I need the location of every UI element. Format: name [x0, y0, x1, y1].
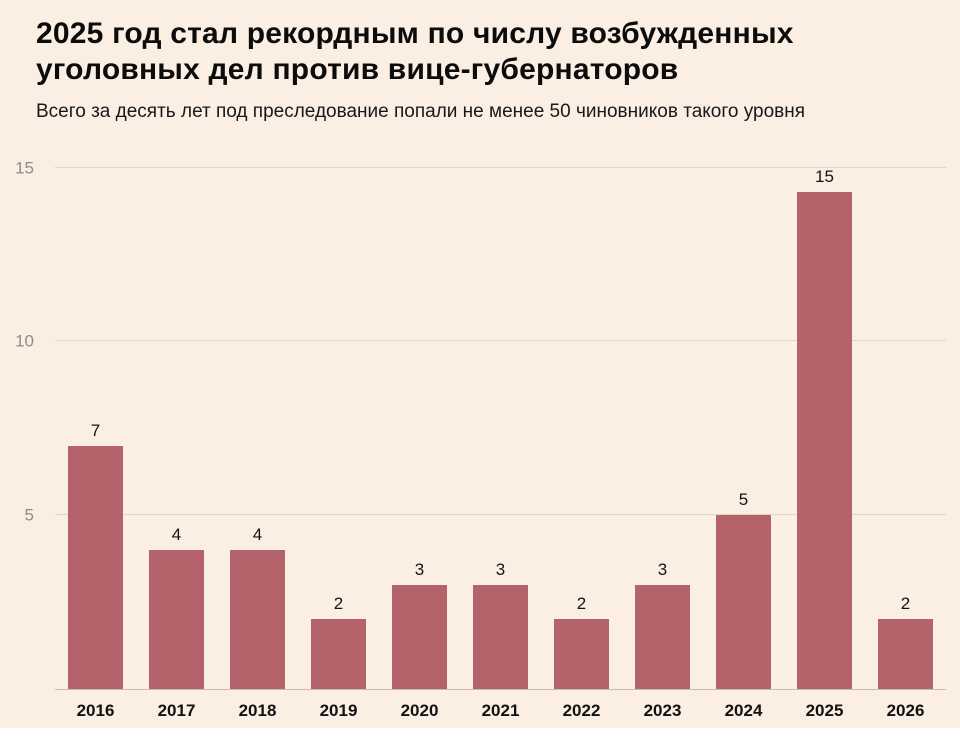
x-axis-tick-label: 2024 [724, 700, 763, 720]
bar-group: 4 [136, 168, 217, 689]
plot-area: 7 4 4 2 3 3 2 3 5 15 2 [55, 166, 946, 690]
x-axis-tick-label: 2017 [157, 700, 196, 720]
x-axis-tick-label: 2025 [805, 700, 844, 720]
bar-value-label: 3 [495, 559, 506, 579]
bar-group: 3 [622, 168, 703, 689]
x-axis-tick-label: 2023 [643, 700, 682, 720]
bar [554, 619, 609, 689]
bar [473, 584, 528, 689]
chart-subtitle: Всего за десять лет под преследование по… [36, 101, 806, 122]
bar-value-label: 4 [171, 524, 182, 544]
y-axis-tick-label: 10 [15, 331, 34, 351]
y-axis-tick-label: 15 [15, 158, 34, 178]
y-axis-tick-label: 5 [24, 505, 34, 525]
bar [230, 549, 285, 689]
bar-value-label: 2 [576, 594, 587, 614]
x-axis-tick-label: 2021 [481, 700, 520, 720]
bar-group: 3 [460, 168, 541, 689]
x-axis-tick-label: 2026 [886, 700, 925, 720]
x-axis-labels: 2016 2017 2018 2019 2020 2021 2022 2023 2024 2025… [55, 689, 946, 721]
x-axis-tick-label: 2016 [76, 700, 115, 720]
bar [149, 549, 204, 689]
bar-chart: 7 4 4 2 3 3 2 3 5 15 2 5 10 15 [0, 159, 946, 690]
x-axis-tick-label: 2018 [238, 700, 277, 720]
bar-group: 2 [865, 168, 946, 689]
bar-group: 2 [541, 168, 622, 689]
bar-value-label: 4 [252, 524, 263, 544]
bar-group: 2 [298, 168, 379, 689]
bar [68, 445, 123, 689]
bar-group: 15 [784, 168, 865, 689]
chart-title: 2025 год стал рекордным по числу возбужд… [36, 17, 794, 86]
x-axis-tick-label: 2022 [562, 700, 601, 720]
gridline [55, 340, 946, 342]
bar-value-label: 3 [657, 559, 668, 579]
chart-header: 2025 год стал рекордным по числу возбужд… [0, 0, 960, 124]
bars-row: 7 4 4 2 3 3 2 3 5 15 2 [55, 168, 946, 689]
x-axis-tick-label: 2020 [400, 700, 439, 720]
bar-group: 5 [703, 168, 784, 689]
bar [635, 584, 690, 689]
bar-group: 4 [217, 168, 298, 689]
bar [878, 619, 933, 689]
footer-strip [0, 728, 960, 741]
bar-group: 7 [55, 168, 136, 689]
bar [392, 584, 447, 689]
bar-value-label: 5 [738, 490, 749, 510]
gridline [55, 514, 946, 516]
bar-value-label: 15 [815, 166, 834, 186]
bar [311, 619, 366, 689]
bar-group: 3 [379, 168, 460, 689]
bar-value-label: 3 [414, 559, 425, 579]
bar [716, 515, 771, 689]
x-axis-tick-label: 2019 [319, 700, 358, 720]
bar [797, 191, 852, 689]
bar-value-label: 2 [900, 594, 911, 614]
gridline [55, 166, 946, 168]
bar-value-label: 2 [333, 594, 344, 614]
bar-value-label: 7 [90, 420, 101, 440]
